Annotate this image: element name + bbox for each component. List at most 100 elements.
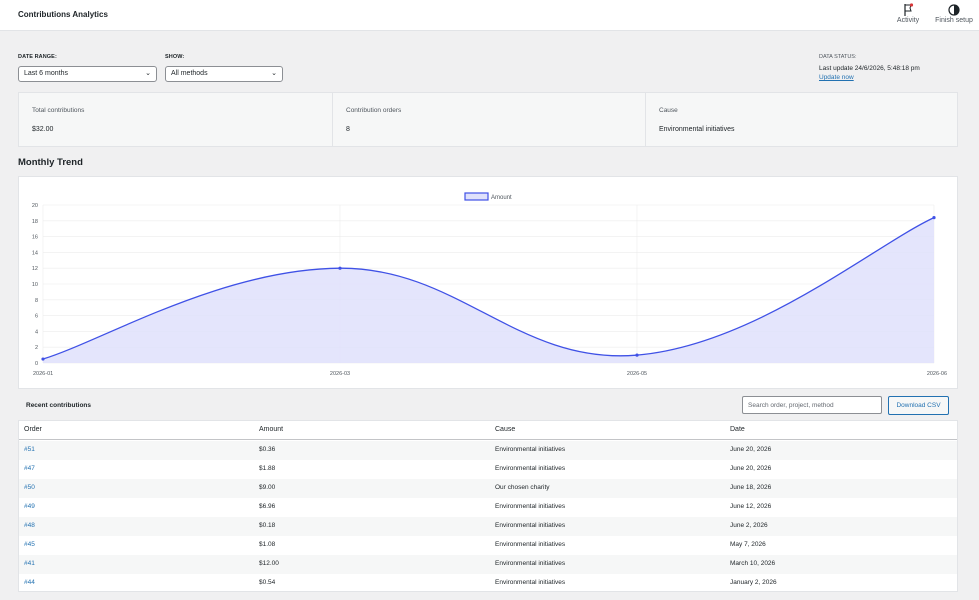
legend-swatch — [464, 192, 489, 201]
date-range-select[interactable]: Last 6 months ⌄ — [18, 66, 157, 82]
order-link[interactable]: #49 — [24, 503, 35, 510]
cause-cell: Environmental initiatives — [495, 579, 566, 586]
y-tick-label: 6 — [35, 314, 38, 320]
order-link[interactable]: #47 — [24, 465, 35, 472]
show-value: All methods — [171, 70, 208, 77]
cause-cell: Environmental initiatives — [495, 503, 566, 510]
x-tick-label: 2026-03 — [330, 371, 350, 377]
amount-cell: $0.54 — [259, 579, 276, 586]
data-point — [338, 266, 342, 270]
order-link[interactable]: #50 — [24, 484, 35, 491]
x-tick-label: 2026-06 — [927, 371, 947, 377]
update-now-link[interactable]: Update now — [819, 74, 854, 81]
date-cell: June 18, 2026 — [730, 484, 772, 491]
stat-value: $32.00 — [32, 126, 54, 133]
amount-cell: $9.00 — [259, 484, 276, 491]
amount-cell: $0.36 — [259, 446, 276, 453]
stats-summary: Total contributions $32.00 Contribution … — [18, 92, 958, 147]
monthly-trend-title: Monthly Trend — [18, 157, 83, 168]
x-tick-label: 2026-01 — [33, 371, 53, 377]
stat-value: 8 — [346, 126, 350, 133]
date-range-value: Last 6 months — [24, 70, 68, 77]
y-tick-label: 2 — [35, 345, 38, 351]
stat-label: Cause — [659, 107, 678, 114]
table-row: #44 $0.54 Environmental initiatives January… — [19, 574, 957, 593]
y-tick-label: 0 — [35, 361, 38, 367]
cause-cell: Environmental initiatives — [495, 560, 566, 567]
stat-label: Contribution orders — [346, 107, 402, 114]
y-tick-label: 8 — [35, 298, 38, 304]
activity-button[interactable]: Activity — [893, 3, 923, 24]
order-link[interactable]: #48 — [24, 522, 35, 529]
legend-label: Amount — [491, 195, 512, 201]
table-row: #45 $1.08 Environmental initiatives May 7, … — [19, 536, 957, 555]
date-cell: May 7, 2026 — [730, 541, 766, 548]
table-row: #41 $12.00 Environmental initiatives March … — [19, 555, 957, 574]
download-csv-button[interactable]: Download CSV — [888, 396, 949, 415]
y-tick-label: 20 — [32, 203, 38, 209]
show-select[interactable]: All methods ⌄ — [165, 66, 283, 82]
data-status-label: DATA STATUS: — [819, 54, 857, 60]
monthly-trend-chart: 0 2 4 6 8 10 12 14 16 18 20 2026-01 2026-03 2026-05 20… — [18, 176, 958, 389]
half-circle-icon — [948, 4, 960, 16]
date-cell: January 2, 2026 — [730, 579, 777, 586]
column-header-order: Order — [24, 426, 42, 433]
stat-total-contributions: Total contributions $32.00 — [19, 93, 332, 147]
activity-label: Activity — [896, 17, 920, 24]
date-range-label: DATE RANGE: — [18, 54, 57, 60]
series-line — [42, 217, 935, 360]
stat-contribution-orders: Contribution orders 8 — [332, 93, 645, 147]
show-label: SHOW: — [165, 54, 185, 60]
x-tick-label: 2026-05 — [627, 371, 647, 377]
stat-value: Environmental initiatives — [659, 126, 735, 133]
date-cell: June 20, 2026 — [730, 446, 772, 453]
y-tick-label: 16 — [32, 235, 38, 241]
table-row: #51 $0.36 Environmental initiatives June 20… — [19, 441, 957, 460]
amount-cell: $0.18 — [259, 522, 276, 529]
stat-label: Total contributions — [32, 107, 85, 114]
date-cell: March 10, 2026 — [730, 560, 776, 567]
stat-cause: Cause Environmental initiatives — [645, 93, 957, 147]
date-cell: June 20, 2026 — [730, 465, 772, 472]
cause-cell: Environmental initiatives — [495, 465, 566, 472]
order-link[interactable]: #44 — [24, 579, 35, 586]
order-link[interactable]: #45 — [24, 541, 35, 548]
data-point — [41, 357, 45, 361]
cause-cell: Environmental initiatives — [495, 522, 566, 529]
column-header-date: Date — [730, 426, 745, 433]
top-bar: Contributions Analytics Activity Finish … — [0, 0, 979, 31]
table-row: #48 $0.18 Environmental initiatives June 2,… — [19, 517, 957, 536]
last-update-text: Last update 24/6/2026, 5:48:18 pm — [819, 65, 920, 72]
table-row: #50 $9.00 Our chosen charity June 18, 2026 — [19, 479, 957, 498]
y-tick-label: 12 — [32, 266, 38, 272]
y-tick-label: 18 — [32, 219, 38, 225]
order-link[interactable]: #51 — [24, 446, 35, 453]
date-cell: June 12, 2026 — [730, 503, 772, 510]
contributions-table: Order Amount Cause Date #51 $0.36 Environm… — [18, 420, 958, 592]
y-tick-label: 14 — [32, 250, 38, 256]
finish-setup-button[interactable]: Finish setup — [931, 3, 977, 24]
finish-setup-label: Finish setup — [935, 17, 973, 24]
series-area — [43, 217, 934, 363]
amount-cell: $12.00 — [259, 560, 279, 567]
flag-icon — [904, 3, 914, 16]
table-row: #47 $1.88 Environmental initiatives June 20… — [19, 460, 957, 479]
cause-cell: Environmental initiatives — [495, 541, 566, 548]
table-header: Order Amount Cause Date — [19, 421, 957, 440]
search-input[interactable] — [742, 396, 882, 414]
chart-svg: 0 2 4 6 8 10 12 14 16 18 20 2026-01 2026-03 2026-05 20… — [32, 192, 947, 377]
cause-cell: Our chosen charity — [495, 484, 550, 491]
column-header-cause: Cause — [495, 426, 516, 433]
amount-cell: $6.96 — [259, 503, 276, 510]
recent-contributions-title: Recent contributions — [26, 402, 92, 409]
order-link[interactable]: #41 — [24, 560, 35, 567]
amount-cell: $1.08 — [259, 541, 276, 548]
y-tick-label: 4 — [35, 329, 38, 335]
data-point — [635, 353, 639, 357]
cause-cell: Environmental initiatives — [495, 446, 566, 453]
amount-cell: $1.88 — [259, 465, 276, 472]
data-point — [932, 216, 936, 220]
page-title: Contributions Analytics — [18, 10, 108, 19]
y-tick-label: 10 — [32, 282, 38, 288]
chevron-down-icon: ⌄ — [145, 70, 151, 77]
